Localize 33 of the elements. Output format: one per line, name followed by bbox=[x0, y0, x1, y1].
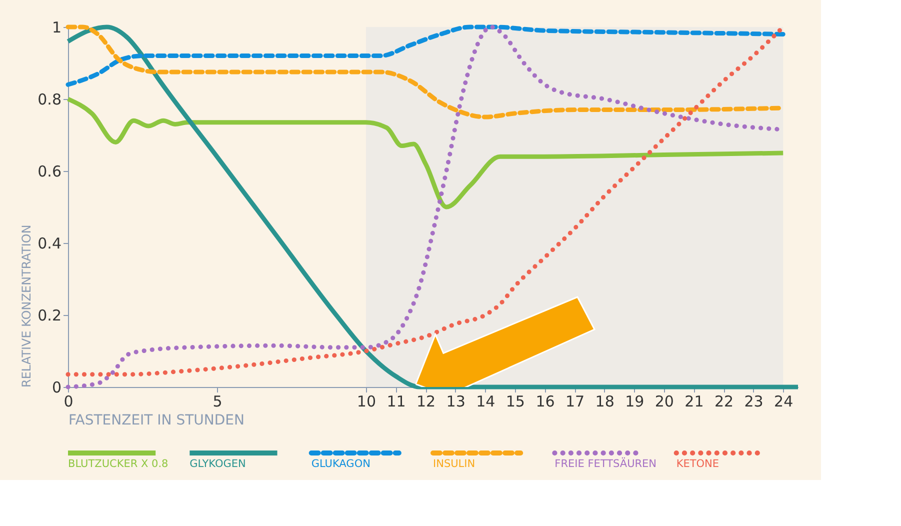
x-tick-label: 0 bbox=[64, 392, 74, 410]
x-tick-label: 10 bbox=[356, 392, 376, 410]
y-tick-label: 0.8 bbox=[38, 90, 62, 108]
x-tick-label: 15 bbox=[506, 392, 525, 410]
text: GLUKAGON bbox=[311, 458, 370, 470]
x-tick-label: 21 bbox=[684, 392, 704, 410]
text: GLYKOGEN bbox=[190, 458, 246, 470]
y-tick-label: 0.4 bbox=[38, 234, 62, 252]
x-axis-title: FASTENZEIT IN STUNDEN bbox=[68, 412, 244, 428]
text: INSULIN bbox=[433, 458, 476, 470]
x-tick-label: 12 bbox=[416, 392, 436, 410]
x-tick-label: 5 bbox=[212, 392, 222, 410]
x-tick-label: 20 bbox=[654, 392, 674, 410]
x-tick-label: 16 bbox=[536, 392, 555, 410]
x-tick-label: 13 bbox=[446, 392, 466, 410]
line-series bbox=[66, 96, 786, 210]
x-tick-label: 19 bbox=[625, 392, 644, 410]
x-tick-label: 17 bbox=[565, 392, 585, 410]
text: FREIE FETTSÄUREN bbox=[554, 457, 657, 470]
y-tick-label: 1 bbox=[52, 18, 62, 36]
x-tick-label: 23 bbox=[744, 392, 764, 410]
x-tick-label: 24 bbox=[774, 392, 794, 410]
text: BLUTZUCKER X 0.8 bbox=[68, 458, 168, 470]
x-tick-label: 18 bbox=[595, 392, 614, 410]
text: KETONE bbox=[676, 458, 720, 470]
x-tick-label: 14 bbox=[476, 392, 496, 410]
line-series bbox=[66, 24, 786, 87]
x-tick-label: 11 bbox=[386, 392, 406, 410]
y-axis-title: RELATIVE KONZENTRATION bbox=[20, 224, 34, 388]
y-tick-label: 0.6 bbox=[38, 162, 62, 180]
y-tick-label: 0 bbox=[52, 378, 62, 396]
y-tick-label: 0.2 bbox=[38, 306, 62, 324]
x-tick-label: 22 bbox=[714, 392, 734, 410]
